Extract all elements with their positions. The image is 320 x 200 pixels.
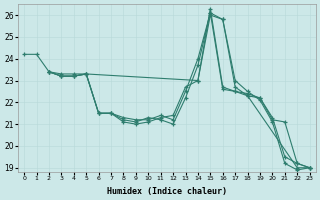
- X-axis label: Humidex (Indice chaleur): Humidex (Indice chaleur): [107, 187, 227, 196]
